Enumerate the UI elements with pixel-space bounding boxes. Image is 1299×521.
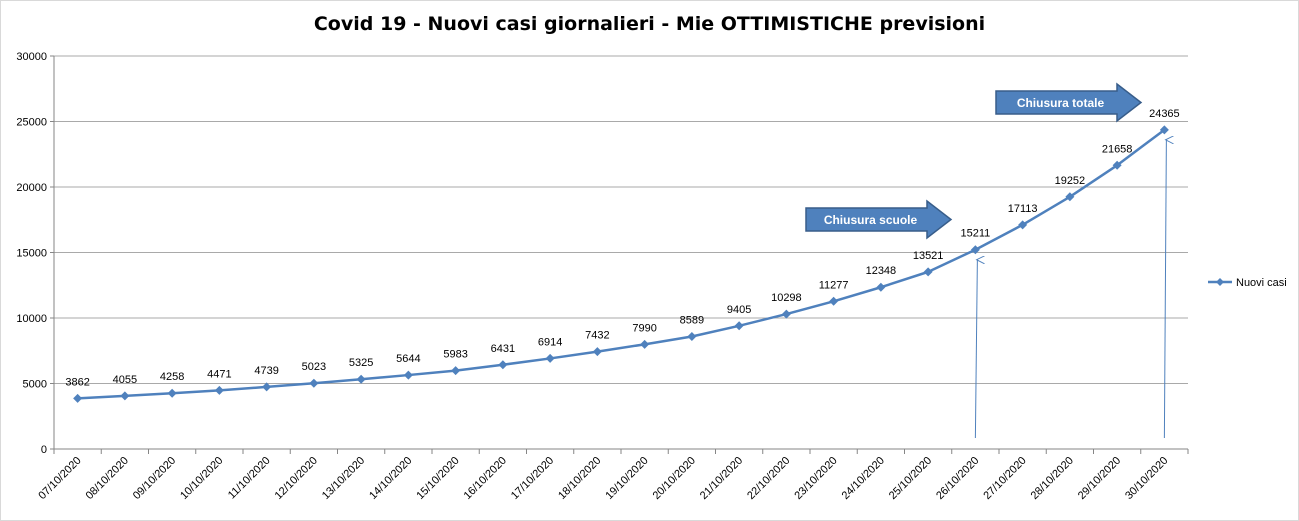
data-point [403, 370, 413, 380]
series-line [77, 128, 1166, 400]
data-point [309, 378, 319, 388]
legend-marker [1216, 278, 1224, 286]
data-label: 17113 [1008, 203, 1038, 215]
data-label: 19252 [1055, 175, 1086, 187]
data-label: 5644 [396, 353, 420, 365]
data-point [451, 366, 461, 376]
data-point [1065, 192, 1075, 202]
annotation-pointer [974, 260, 977, 439]
y-tick-label: 20000 [16, 182, 47, 194]
x-tick-label: 25/10/2020 [887, 455, 934, 502]
annotation-pointer [1163, 140, 1166, 439]
data-label: 5023 [302, 361, 326, 373]
annotation-arrow [805, 199, 953, 240]
y-tick-label: 15000 [16, 248, 47, 260]
data-point [687, 331, 697, 341]
data-label: 6431 [491, 343, 515, 355]
x-tick-label: 09/10/2020 [131, 455, 178, 502]
data-point [1159, 125, 1169, 135]
x-tick-label: 17/10/2020 [509, 455, 556, 502]
data-label: 8589 [680, 314, 704, 326]
data-point [214, 385, 224, 395]
x-tick-label: 20/10/2020 [651, 455, 698, 502]
data-point [356, 374, 366, 384]
y-tick-label: 30000 [16, 51, 47, 63]
data-label: 4471 [207, 368, 231, 380]
data-label: 4055 [113, 374, 137, 386]
x-tick-label: 28/10/2020 [1029, 455, 1076, 502]
legend-label: Nuovi casi [1236, 277, 1287, 289]
data-point [1112, 160, 1122, 170]
data-label: 11277 [819, 279, 849, 291]
x-tick-label: 08/10/2020 [84, 455, 131, 502]
data-point [498, 360, 508, 370]
data-label: 4739 [254, 365, 278, 377]
data-label: 13521 [913, 250, 944, 262]
data-point [262, 382, 272, 392]
annotation-arrow [995, 82, 1143, 123]
data-point [167, 388, 177, 398]
data-point [781, 309, 791, 319]
data-label: 12348 [866, 265, 897, 277]
data-point [120, 391, 130, 401]
annotation-label: Chiusura scuole [824, 213, 918, 227]
x-tick-label: 27/10/2020 [981, 455, 1028, 502]
data-point [1018, 220, 1028, 230]
data-label: 3862 [65, 376, 89, 388]
annotation-label: Chiusura totale [1017, 96, 1105, 110]
data-label: 5983 [443, 349, 467, 361]
data-point [592, 347, 602, 357]
chart-title: Covid 19 - Nuovi casi giornalieri - Mie … [313, 13, 986, 35]
x-tick-label: 21/10/2020 [698, 455, 745, 502]
x-tick-label: 23/10/2020 [792, 455, 839, 502]
x-tick-label: 18/10/2020 [556, 455, 603, 502]
x-tick-label: 22/10/2020 [745, 455, 792, 502]
data-label: 6914 [538, 336, 562, 348]
data-label: 7432 [585, 330, 609, 342]
x-tick-label: 10/10/2020 [178, 455, 225, 502]
data-point [876, 282, 886, 292]
data-label: 4258 [160, 371, 184, 383]
y-tick-label: 5000 [23, 379, 47, 391]
data-point [73, 393, 83, 403]
x-tick-label: 14/10/2020 [367, 455, 414, 502]
x-tick-label: 29/10/2020 [1076, 455, 1123, 502]
data-label: 15211 [960, 228, 990, 240]
data-label: 10298 [771, 292, 802, 304]
data-label: 7990 [632, 322, 656, 334]
x-tick-label: 11/10/2020 [226, 455, 273, 502]
x-tick-label: 07/10/2020 [36, 455, 83, 502]
x-tick-label: 24/10/2020 [840, 455, 887, 502]
y-tick-label: 0 [41, 444, 47, 456]
data-point [734, 321, 744, 331]
x-tick-label: 12/10/2020 [273, 455, 320, 502]
data-point [923, 267, 933, 277]
x-tick-label: 16/10/2020 [462, 455, 509, 502]
data-label: 21658 [1102, 143, 1133, 155]
y-tick-label: 25000 [16, 117, 47, 129]
x-tick-label: 30/10/2020 [1123, 455, 1170, 502]
data-point [545, 353, 555, 363]
data-label: 5325 [349, 357, 373, 369]
data-point [970, 245, 980, 255]
data-point [640, 339, 650, 349]
data-label: 24365 [1149, 108, 1180, 120]
x-tick-label: 19/10/2020 [603, 455, 650, 502]
x-tick-label: 13/10/2020 [320, 455, 367, 502]
data-point [829, 296, 839, 306]
y-tick-label: 10000 [16, 313, 47, 325]
data-label: 9405 [727, 304, 751, 316]
x-tick-label: 26/10/2020 [934, 455, 981, 502]
x-tick-label: 15/10/2020 [414, 455, 461, 502]
